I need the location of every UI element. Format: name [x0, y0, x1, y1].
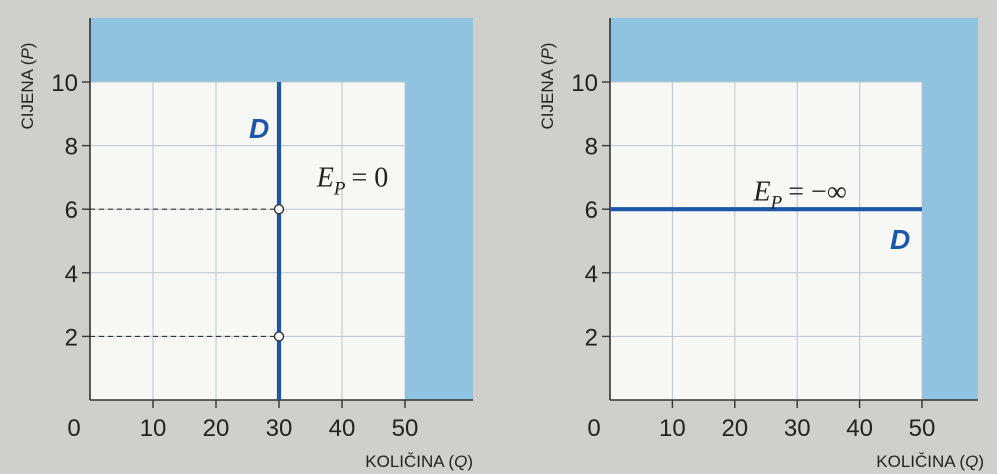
- y-tick-label: 2: [65, 324, 78, 351]
- y-axis-title-part: CIJENA: [538, 65, 557, 129]
- y-axis-title-part: P: [538, 48, 557, 60]
- x-axis-title-part: (: [959, 452, 965, 471]
- x-axis-title-part: ): [467, 452, 473, 471]
- y-axis-title-part: (: [18, 59, 37, 65]
- y-tick-label: 2: [585, 324, 598, 351]
- x-tick-label: 10: [140, 415, 167, 442]
- x-tick-label: 30: [784, 415, 811, 442]
- y-axis-title: CIJENA (P): [18, 43, 37, 130]
- x-axis-title-part: (: [448, 452, 454, 471]
- y-tick-label: 10: [571, 70, 598, 97]
- elasticity-annotation: EP = −∞: [753, 177, 847, 214]
- annotation-relation: = 0: [352, 162, 389, 193]
- y-axis-title-part: (: [538, 59, 557, 65]
- x-axis-title: KOLIČINA (Q): [365, 452, 473, 471]
- annotation-subject: E: [753, 177, 771, 208]
- x-tick-label: 30: [266, 415, 293, 442]
- series-label-D: D: [890, 224, 910, 255]
- x-tick-label: 50: [909, 415, 936, 442]
- y-tick-label: 4: [65, 261, 78, 288]
- series-label-D: D: [249, 113, 269, 144]
- x-tick-label: 10: [659, 415, 686, 442]
- x-axis-title-part: Q: [965, 452, 978, 471]
- annotation-relation: = −∞: [788, 177, 847, 208]
- x-axis-title-part: ): [978, 452, 984, 471]
- y-axis-title-part: ): [18, 43, 37, 49]
- x-axis-title: KOLIČINA (Q): [876, 452, 984, 471]
- y-tick-label: 6: [585, 197, 598, 224]
- data-point-1: [273, 331, 285, 342]
- x-tick-label: 40: [846, 415, 873, 442]
- y-axis-title-part: P: [18, 48, 37, 60]
- annotation-subscript: P: [770, 193, 783, 214]
- y-axis-title: CIJENA (P): [538, 43, 557, 130]
- elasticity-annotation: EP = 0: [316, 162, 389, 199]
- y-tick-label: 4: [585, 261, 598, 288]
- x-tick-label: 50: [392, 415, 419, 442]
- x-tick-label: 40: [329, 415, 356, 442]
- y-axis-title-part: ): [538, 43, 557, 49]
- x-tick-label: 0: [67, 415, 80, 442]
- y-tick-label: 10: [51, 70, 78, 97]
- x-axis-title-part: Q: [454, 452, 467, 471]
- annotation-subject: E: [316, 162, 334, 193]
- x-tick-label: 0: [587, 415, 600, 442]
- x-tick-label: 20: [203, 415, 230, 442]
- y-axis-title-part: CIJENA: [18, 65, 37, 129]
- data-point-0: [273, 203, 285, 215]
- y-tick-label: 8: [585, 134, 598, 161]
- plot-area: [610, 82, 922, 400]
- x-tick-label: 20: [721, 415, 748, 442]
- x-axis-title-part: KOLIČINA: [876, 452, 959, 471]
- annotation-subscript: P: [333, 178, 346, 199]
- y-tick-label: 6: [65, 197, 78, 224]
- plot-area: [90, 82, 405, 400]
- y-tick-label: 8: [65, 134, 78, 161]
- x-axis-title-part: KOLIČINA: [365, 452, 448, 471]
